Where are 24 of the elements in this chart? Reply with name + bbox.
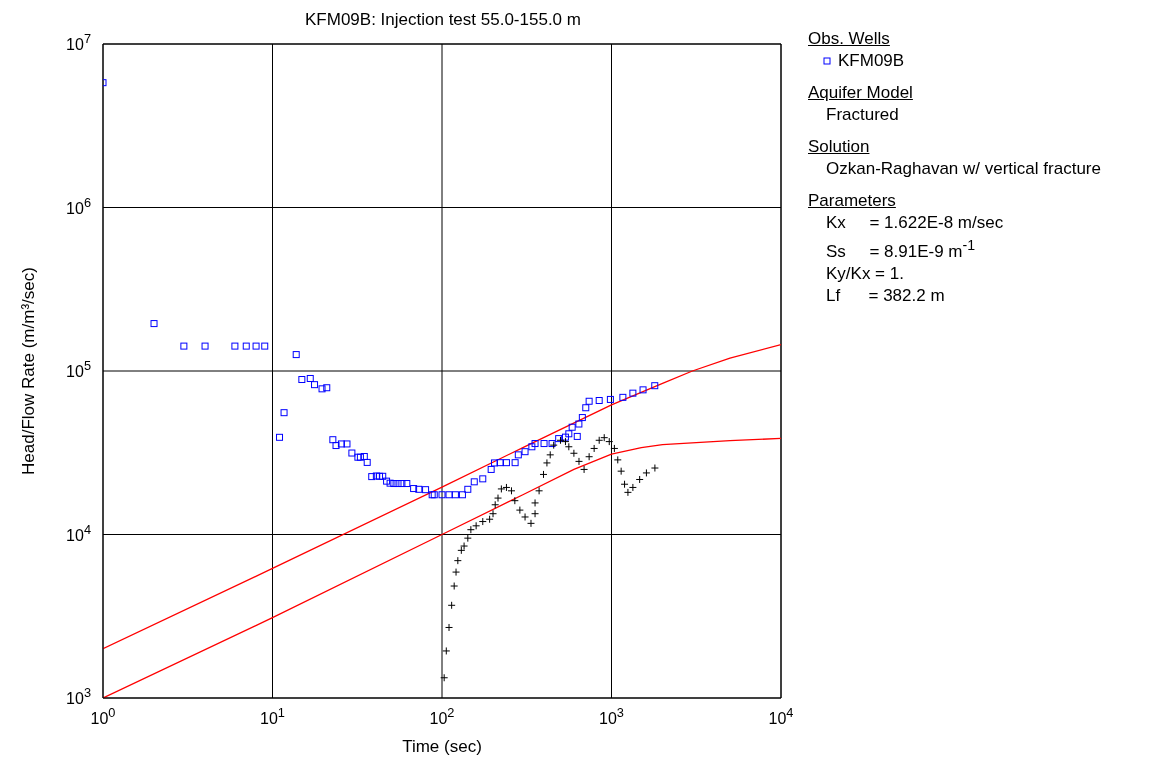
legend-title: Obs. Wells <box>808 29 890 48</box>
text: Ss = 8.91E-9 m$^{-1}$ <box>826 237 976 261</box>
text: Lf = 382.2 m <box>826 285 945 305</box>
x-tick-label: 10$^{0}$ <box>90 704 116 727</box>
y-axis-title: Head/Flow Rate (m/m³/sec) <box>19 267 39 475</box>
x-tick-label: 10$^{2}$ <box>429 704 455 727</box>
text: Ky/Kx = 1. <box>826 263 904 283</box>
text: Fractured <box>826 105 899 124</box>
text: Solution <box>808 137 870 156</box>
x-tick-label: 10$^{4}$ <box>768 704 794 727</box>
chart-title: KFM09B: Injection test 55.0-155.0 m <box>305 10 581 29</box>
y-tick-label: 10$^{5}$ <box>66 357 91 380</box>
y-tick-label: 10$^{7}$ <box>66 30 91 53</box>
text: Aquifer Model <box>808 83 913 102</box>
x-tick-label: 10$^{1}$ <box>260 704 285 727</box>
text: Parameters <box>808 191 896 210</box>
legend-label: KFM09B <box>838 50 905 72</box>
y-tick-label: 10$^{3}$ <box>66 684 91 707</box>
text: Ozkan-Raghavan w/ vertical fracture <box>826 159 1101 178</box>
x-axis-title: Time (sec) <box>402 737 482 756</box>
y-tick-label: 10$^{6}$ <box>66 194 91 217</box>
y-tick-label: 10$^{4}$ <box>66 521 91 544</box>
x-tick-label: 10$^{3}$ <box>599 704 624 727</box>
text: Kx = 1.622E-8 m/sec <box>826 213 1004 232</box>
